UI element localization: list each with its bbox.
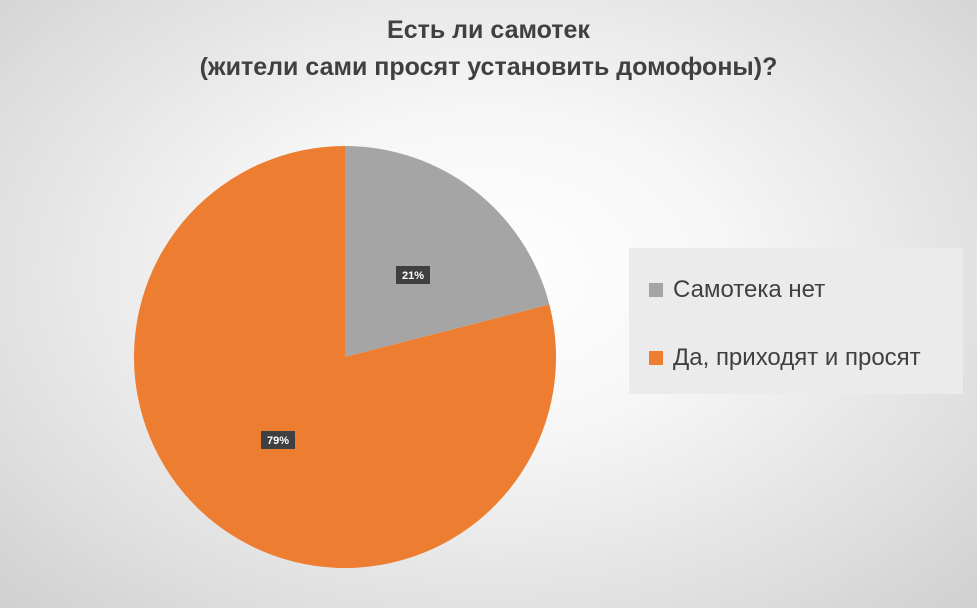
data-label-box-samoteka-net: [396, 266, 430, 284]
chart-title-line-1: Есть ли самотек: [387, 16, 590, 44]
legend-item-da-prikhodyat: Да, приходят и просят: [649, 344, 921, 372]
data-label-text-da-prikhodyat: 79%: [267, 435, 289, 447]
pie-slice-samoteka-net: [345, 146, 550, 357]
data-label-samoteka-net: 21%: [396, 266, 430, 284]
chart-title-line-2: (жители сами просят установить домофоны)…: [199, 53, 778, 81]
legend-label-samoteka-net: Самотека нет: [673, 276, 826, 303]
legend-swatch-samoteka-net: [649, 283, 663, 297]
data-label-da-prikhodyat: 79%: [261, 431, 295, 449]
legend-item-samoteka-net: Самотека нет: [649, 276, 825, 304]
pie-slice-da-prikhodyat: [134, 146, 556, 568]
data-label-text-samoteka-net: 21%: [402, 270, 424, 282]
legend: Самотека нет Да, приходят и просят: [629, 248, 963, 394]
data-label-box-da-prikhodyat: [261, 431, 295, 449]
legend-label-da-prikhodyat: Да, приходят и просят: [673, 344, 921, 371]
legend-swatch-da-prikhodyat: [649, 351, 663, 365]
chart-title: Есть ли самотек (жители сами просят уста…: [0, 12, 977, 86]
